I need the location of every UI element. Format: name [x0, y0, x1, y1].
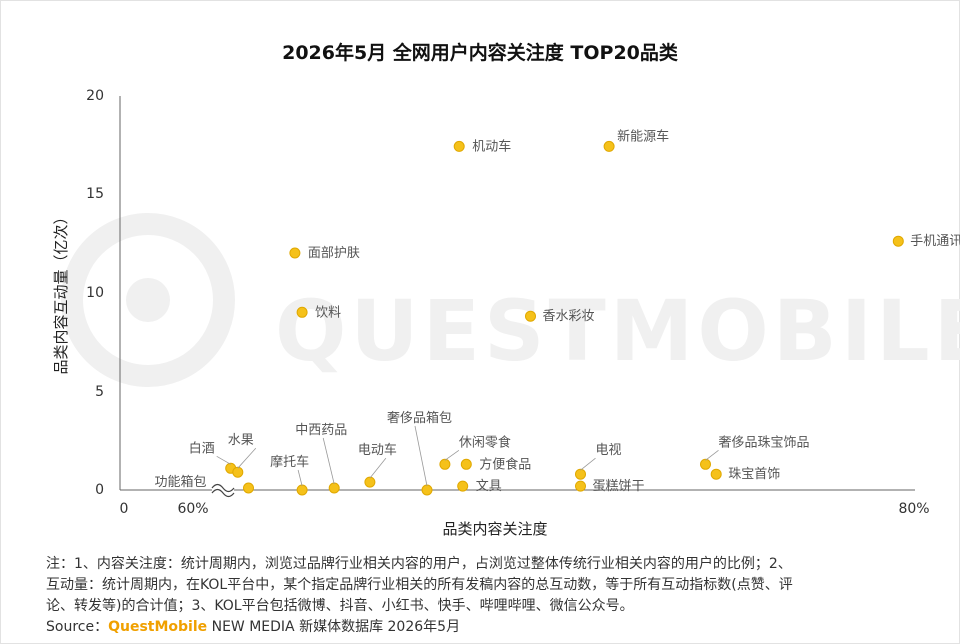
point-marker [710, 468, 722, 480]
point-marker [700, 458, 711, 470]
point-label: 文具 [476, 479, 502, 494]
point-marker [575, 480, 586, 492]
point-label: 面部护肤 [308, 246, 360, 261]
point-marker [364, 476, 376, 488]
point-label: 休闲零食 [459, 434, 511, 450]
point-leader-line [216, 455, 231, 465]
point-marker [296, 306, 308, 318]
y-tick-15: 15 [86, 186, 104, 202]
axes: 0 5 10 15 20 0 60% 80% 品类内容关注度 品类内容互动量（亿… [52, 88, 930, 538]
point-label: 奢侈品珠宝饰品 [719, 435, 810, 450]
point-leader-line [297, 469, 303, 487]
y-tick-20: 20 [86, 88, 104, 104]
watermark-logo-ring [61, 213, 235, 387]
point-label: 白酒 [189, 440, 215, 456]
point-label: 电视 [596, 443, 622, 458]
point-label: 珠宝首饰 [728, 467, 780, 482]
point-marker [457, 480, 469, 492]
chart-title: 2026年5月 全网用户内容关注度 TOP20品类 [282, 42, 678, 64]
x-tick-80: 80% [898, 501, 929, 517]
point-marker [296, 484, 308, 496]
point-label: 中西药品 [295, 423, 347, 438]
point-label: 蛋糕饼干 [593, 479, 645, 494]
watermark: QUESTMOBILE [61, 213, 960, 387]
axis-break-mark [211, 483, 235, 498]
point-marker [328, 482, 340, 494]
point-label: 方便食品 [479, 456, 531, 472]
point-marker [453, 140, 465, 152]
note-line-1: 注：1、内容关注度：统计周期内，浏览过品牌行业相关内容的用户，占浏览过整体传统行… [46, 556, 792, 572]
point-leader-line [705, 449, 719, 461]
point-label: 饮料 [315, 305, 341, 320]
point-label: 摩托车 [270, 454, 309, 470]
watermark-logo-dot [126, 278, 170, 322]
x-tick-60: 60% [177, 501, 208, 517]
point-leader-line [237, 447, 257, 469]
point-marker [243, 482, 254, 494]
point-label: 机动车 [472, 138, 511, 154]
watermark-text: QUESTMOBILE [275, 282, 960, 380]
point-marker [232, 466, 244, 478]
y-tick-0: 0 [95, 482, 104, 498]
y-axis-title: 品类内容互动量（亿次） [52, 209, 70, 374]
note-line-2: 互动量：统计周期内，在KOL平台中，某个指定品牌行业相关的所有发稿内容的总互动数… [46, 577, 793, 593]
y-tick-5: 5 [95, 384, 104, 400]
point-label: 手机通讯 [910, 234, 960, 249]
point-marker [575, 468, 586, 480]
point-leader-line [414, 425, 428, 487]
point-marker [289, 247, 301, 259]
point-label: 新能源车 [617, 128, 669, 144]
note-line-3: 论、转发等)的合计值；3、KOL平台包括微博、抖音、小红书、快手、哔哩哔哩、微信… [46, 598, 634, 614]
point-label: 水果 [228, 433, 254, 448]
point-marker [421, 484, 433, 496]
point-leader-line [580, 457, 596, 471]
y-tick-10: 10 [86, 285, 104, 301]
point-leader-line [322, 437, 335, 485]
x-tick-0: 0 [120, 501, 129, 517]
source-prefix: Source： [46, 619, 109, 635]
footnotes: 注：1、内容关注度：统计周期内，浏览过品牌行业相关内容的用户，占浏览过整体传统行… [46, 554, 926, 638]
source-suffix: NEW MEDIA 新媒体数据库 2026年5月 [207, 619, 461, 635]
point-label: 功能箱包 [155, 474, 207, 490]
scatter-chart: QUESTMOBILE 0 5 10 15 20 0 60% 80% 品类内容关… [52, 88, 960, 538]
source-line: Source：QuestMobile NEW MEDIA 新媒体数据库 2026… [46, 617, 926, 638]
point-marker [439, 458, 451, 470]
source-brand: QuestMobile [108, 619, 208, 635]
point-label: 香水彩妆 [543, 309, 595, 324]
x-axis-title: 品类内容关注度 [442, 520, 547, 538]
point-leader-line [369, 457, 387, 479]
point-marker [603, 140, 615, 152]
point-leader-line [444, 449, 460, 461]
point-label: 电动车 [358, 442, 397, 458]
point-marker [525, 310, 536, 322]
point-marker [460, 458, 472, 470]
point-label: 奢侈品箱包 [387, 410, 452, 426]
point-marker [892, 235, 904, 247]
